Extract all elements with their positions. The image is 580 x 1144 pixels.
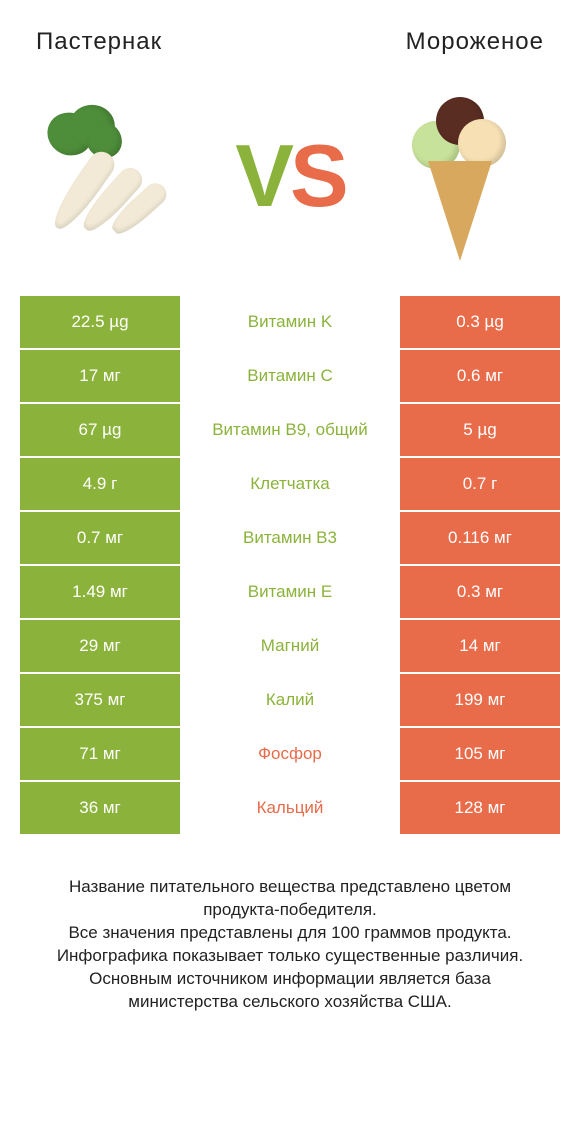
hero-row: VS bbox=[0, 66, 580, 296]
parsnip-illustration bbox=[35, 96, 205, 256]
nutrient-row: 22.5 µgВитамин K0.3 µg bbox=[20, 296, 560, 348]
footnote-line: Инфографика показывает только существенн… bbox=[34, 945, 546, 968]
nutrient-label: Витамин K bbox=[180, 312, 400, 332]
nutrient-row: 71 мгФосфор105 мг bbox=[20, 728, 560, 780]
left-value: 0.7 мг bbox=[20, 512, 180, 564]
nutrient-label: Витамин C bbox=[180, 366, 400, 386]
nutrient-row: 67 µgВитамин B9, общий5 µg bbox=[20, 404, 560, 456]
nutrient-label: Магний bbox=[180, 636, 400, 656]
footnote: Название питательного вещества представл… bbox=[0, 836, 580, 1034]
left-value: 17 мг bbox=[20, 350, 180, 402]
footnote-line: Все значения представлены для 100 граммо… bbox=[34, 922, 546, 945]
nutrient-label: Витамин B9, общий bbox=[180, 420, 400, 440]
right-value: 199 мг bbox=[400, 674, 560, 726]
vs-letter-v: V bbox=[235, 126, 290, 225]
right-value: 128 мг bbox=[400, 782, 560, 834]
footnote-line: Название питательного вещества представл… bbox=[34, 876, 546, 922]
left-value: 71 мг bbox=[20, 728, 180, 780]
right-value: 14 мг bbox=[400, 620, 560, 672]
right-value: 0.3 µg bbox=[400, 296, 560, 348]
nutrient-table: 22.5 µgВитамин K0.3 µg17 мгВитамин C0.6 … bbox=[0, 296, 580, 834]
nutrient-label: Витамин B3 bbox=[180, 528, 400, 548]
header: Пастернак Мороженое bbox=[0, 0, 580, 66]
nutrient-row: 36 мгКальций128 мг bbox=[20, 782, 560, 834]
nutrient-row: 1.49 мгВитамин E0.3 мг bbox=[20, 566, 560, 618]
left-value: 22.5 µg bbox=[20, 296, 180, 348]
nutrient-row: 375 мгКалий199 мг bbox=[20, 674, 560, 726]
left-value: 67 µg bbox=[20, 404, 180, 456]
left-value: 375 мг bbox=[20, 674, 180, 726]
right-value: 0.6 мг bbox=[400, 350, 560, 402]
left-value: 36 мг bbox=[20, 782, 180, 834]
left-value: 29 мг bbox=[20, 620, 180, 672]
vs-letter-s: S bbox=[290, 126, 345, 225]
left-value: 4.9 г bbox=[20, 458, 180, 510]
left-value: 1.49 мг bbox=[20, 566, 180, 618]
right-value: 0.7 г bbox=[400, 458, 560, 510]
right-product-title: Мороженое bbox=[406, 28, 544, 56]
nutrient-label: Клетчатка bbox=[180, 474, 400, 494]
nutrient-label: Фосфор bbox=[180, 744, 400, 764]
nutrient-row: 4.9 гКлетчатка0.7 г bbox=[20, 458, 560, 510]
footnote-line: Основным источником информации является … bbox=[34, 968, 546, 1014]
right-value: 0.3 мг bbox=[400, 566, 560, 618]
right-value: 5 µg bbox=[400, 404, 560, 456]
right-value: 0.116 мг bbox=[400, 512, 560, 564]
left-product-title: Пастернак bbox=[36, 28, 162, 56]
nutrient-label: Кальций bbox=[180, 798, 400, 818]
nutrient-label: Витамин E bbox=[180, 582, 400, 602]
right-value: 105 мг bbox=[400, 728, 560, 780]
vs-label: VS bbox=[235, 132, 344, 220]
nutrient-row: 29 мгМагний14 мг bbox=[20, 620, 560, 672]
nutrient-label: Калий bbox=[180, 690, 400, 710]
nutrient-row: 0.7 мгВитамин B30.116 мг bbox=[20, 512, 560, 564]
nutrient-row: 17 мгВитамин C0.6 мг bbox=[20, 350, 560, 402]
icecream-illustration bbox=[375, 96, 545, 256]
